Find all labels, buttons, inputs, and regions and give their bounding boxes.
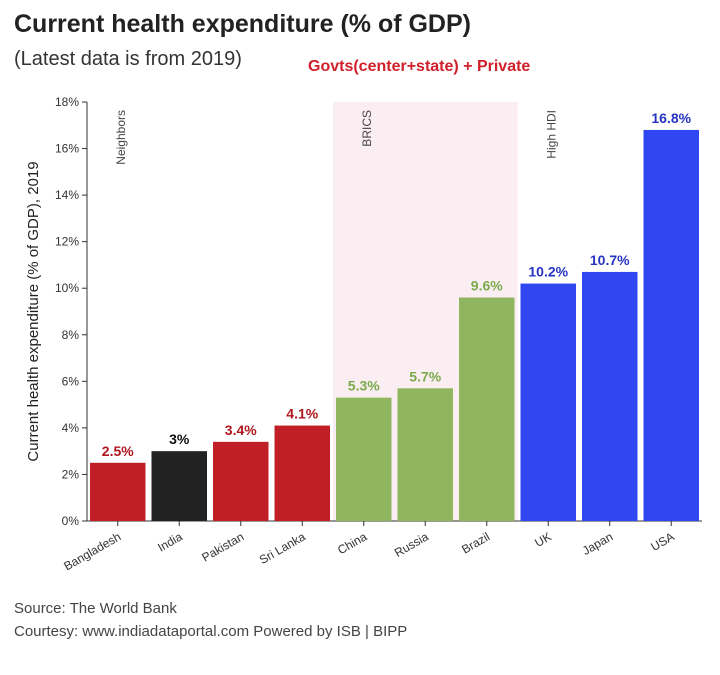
source-text: Source: The World Bank xyxy=(14,600,177,617)
x-tick-label: China xyxy=(335,529,369,557)
x-tick-label: Bangladesh xyxy=(61,529,123,573)
source-block: Source: The World Bank Courtesy: www.ind… xyxy=(14,597,407,643)
data-label: 10.2% xyxy=(528,264,568,280)
group-label: High HDI xyxy=(544,110,558,159)
bar-japan xyxy=(582,271,638,521)
y-tick-label: 4% xyxy=(62,421,80,435)
data-label: 2.5% xyxy=(102,443,134,459)
bar-russia xyxy=(397,388,453,521)
bar-pakistan xyxy=(213,441,269,521)
bar-uk xyxy=(520,283,576,521)
data-label: 9.6% xyxy=(471,278,503,294)
bar-india xyxy=(151,451,207,521)
x-tick-label: Japan xyxy=(580,529,615,557)
bar-sri-lanka xyxy=(274,425,330,521)
x-tick-label: Brazil xyxy=(459,529,492,556)
y-tick-label: 10% xyxy=(55,281,79,295)
bar-brazil xyxy=(459,297,515,521)
y-tick-label: 2% xyxy=(62,467,80,481)
courtesy-text: Courtesy: www.indiadataportal.com Powere… xyxy=(14,623,408,640)
group-label: BRICS xyxy=(360,110,374,147)
x-tick-label: USA xyxy=(648,529,676,553)
data-label: 10.7% xyxy=(590,252,630,268)
y-axis-label: Current health expenditure (% of GDP), 2… xyxy=(25,161,42,461)
x-tick-label: India xyxy=(155,529,185,554)
x-tick-label: Sri Lanka xyxy=(257,529,308,567)
x-tick-label: Pakistan xyxy=(199,529,246,564)
chart-subtitle: (Latest data is from 2019) xyxy=(14,48,242,70)
y-tick-label: 6% xyxy=(62,374,80,388)
y-tick-label: 14% xyxy=(55,188,79,202)
chart-title: Current health expenditure (% of GDP) xyxy=(14,10,471,38)
data-label: 4.1% xyxy=(286,406,318,422)
x-tick-label: Russia xyxy=(392,529,431,560)
data-label: 16.8% xyxy=(651,110,691,126)
y-tick-label: 0% xyxy=(62,514,80,528)
group-label: Neighbors xyxy=(114,110,128,165)
chart-note: Govts(center+state) + Private xyxy=(308,58,531,75)
y-tick-label: 16% xyxy=(55,142,79,156)
bar-chart: 0% 2% 4% 6% 8% 10% 12% 14% 16% 18% Current health … xyxy=(25,95,702,573)
y-tick-label: 18% xyxy=(55,95,79,109)
bar-china xyxy=(336,397,392,521)
y-tick-label: 12% xyxy=(55,235,79,249)
data-label: 5.7% xyxy=(409,368,441,384)
y-tick-label: 8% xyxy=(62,328,80,342)
data-label: 3% xyxy=(169,431,190,447)
bar-bangladesh xyxy=(90,462,146,521)
data-label: 5.3% xyxy=(348,378,380,394)
bar-usa xyxy=(643,129,699,521)
x-tick-label: UK xyxy=(532,529,553,549)
data-label: 3.4% xyxy=(225,422,257,438)
